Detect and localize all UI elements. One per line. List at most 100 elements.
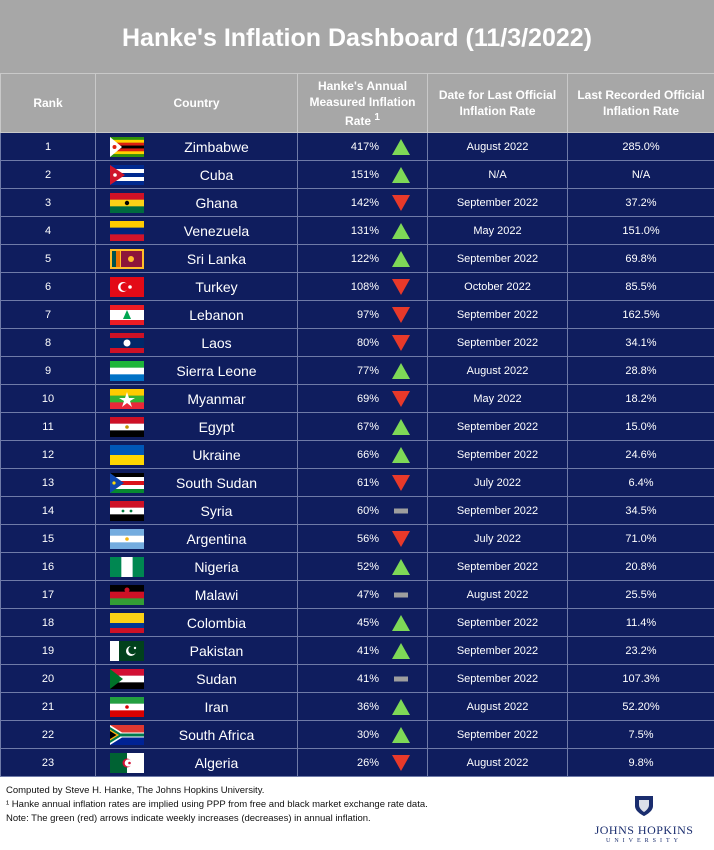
table-row: 10 Myanmar 69% May 2022 18.2%: [0, 384, 714, 413]
table-row: 2 Cuba 151% N/A N/A: [0, 160, 714, 189]
country-cell-inner: Sudan: [97, 666, 297, 692]
flag-pakistan-icon: [110, 640, 144, 661]
country-cell: Venezuela: [95, 216, 298, 245]
header-country: Country: [95, 73, 298, 133]
official-rate-cell: 11.4%: [567, 608, 714, 637]
date-cell: September 2022: [427, 300, 568, 329]
table-body: 1 Zimbabwe 417% August 2022 285.0% 2 Cuba 151% N…: [0, 132, 714, 777]
official-rate-cell: 24.6%: [567, 440, 714, 469]
hanke-rate-inner: 97%: [299, 302, 427, 328]
hanke-rate-inner: 61%: [299, 470, 427, 496]
footnote-credit: Computed by Steve H. Hanke, The Johns Ho…: [6, 785, 265, 796]
jhu-logo: JOHNS HOPKINS UNIVERSITY: [594, 794, 694, 844]
table-row: 6 Turkey 108% October 2022 85.5%: [0, 272, 714, 301]
table-row: 20 Sudan 41% September 2022 107.3%: [0, 664, 714, 693]
flag-southsudan-icon: [110, 472, 144, 493]
date-cell: September 2022: [427, 328, 568, 357]
official-rate-cell: 151.0%: [567, 216, 714, 245]
hanke-rate-cell: 108%: [297, 272, 428, 301]
hanke-rate-cell: 77%: [297, 356, 428, 385]
header-hanke-rate-text: Hanke's Annual Measured Inflation Rate: [309, 78, 416, 128]
arrow-up-icon: [391, 250, 411, 268]
official-rate-cell: 34.1%: [567, 328, 714, 357]
table-row: 14 Syria 60% September 2022 34.5%: [0, 496, 714, 525]
table-row: 21 Iran 36% August 2022 52.20%: [0, 692, 714, 721]
date-cell: September 2022: [427, 496, 568, 525]
dash-icon: [391, 502, 411, 520]
country-cell-inner: Laos: [97, 330, 297, 356]
country-cell: Lebanon: [95, 300, 298, 329]
dashboard-title: Hanke's Inflation Dashboard (11/3/2022): [0, 0, 714, 73]
country-name: Algeria: [194, 754, 239, 771]
hanke-rate-value: 41%: [356, 672, 379, 685]
rank-cell: 5: [0, 244, 96, 273]
hanke-rate-value: 56%: [356, 532, 379, 545]
rank-cell: 10: [0, 384, 96, 413]
country-name: Colombia: [186, 614, 247, 631]
arrow-up-icon: [391, 446, 411, 464]
country-cell: Zimbabwe: [95, 132, 298, 161]
hanke-rate-cell: 67%: [297, 412, 428, 441]
rank-cell: 6: [0, 272, 96, 301]
country-cell-inner: South Africa: [97, 722, 297, 748]
hanke-rate-inner: 122%: [299, 246, 427, 272]
official-rate-cell: 285.0%: [567, 132, 714, 161]
table-row: 11 Egypt 67% September 2022 15.0%: [0, 412, 714, 441]
arrow-up-icon: [391, 166, 411, 184]
date-cell: August 2022: [427, 356, 568, 385]
hanke-rate-inner: 66%: [299, 442, 427, 468]
hanke-rate-cell: 131%: [297, 216, 428, 245]
arrow-down-icon: [391, 530, 411, 548]
table-row: 3 Ghana 142% September 2022 37.2%: [0, 188, 714, 217]
rank-cell: 20: [0, 664, 96, 693]
date-cell: September 2022: [427, 440, 568, 469]
official-rate-cell: 20.8%: [567, 552, 714, 581]
country-cell: Sierra Leone: [95, 356, 298, 385]
country-name: Sierra Leone: [176, 362, 257, 379]
hanke-rate-value: 69%: [356, 392, 379, 405]
country-cell-inner: Turkey: [97, 274, 297, 300]
flag-sierraleone-icon: [110, 360, 144, 381]
country-name: Ukraine: [192, 446, 241, 463]
hanke-rate-value: 80%: [356, 336, 379, 349]
flag-syria-icon: [110, 500, 144, 521]
country-cell-inner: Iran: [97, 694, 297, 720]
hanke-rate-value: 77%: [356, 364, 379, 377]
country-name: Turkey: [195, 278, 238, 295]
country-cell: Pakistan: [95, 636, 298, 665]
rank-cell: 13: [0, 468, 96, 497]
hanke-rate-cell: 30%: [297, 720, 428, 749]
country-cell-inner: Myanmar: [97, 386, 297, 412]
rank-cell: 12: [0, 440, 96, 469]
flag-lebanon-icon: [110, 304, 144, 325]
rank-cell: 16: [0, 552, 96, 581]
arrow-up-icon: [391, 362, 411, 380]
country-cell-inner: Algeria: [97, 750, 297, 776]
header-row: Rank Country Hanke's Annual Measured Inf…: [0, 73, 714, 133]
flag-srilanka-icon: [110, 248, 144, 269]
hanke-rate-value: 97%: [356, 308, 379, 321]
country-name: South Africa: [178, 726, 255, 743]
official-rate-cell: 28.8%: [567, 356, 714, 385]
hanke-rate-value: 52%: [356, 560, 379, 573]
hanke-rate-inner: 56%: [299, 526, 427, 552]
country-cell: Colombia: [95, 608, 298, 637]
country-cell: Ukraine: [95, 440, 298, 469]
date-cell: October 2022: [427, 272, 568, 301]
hanke-rate-inner: 131%: [299, 218, 427, 244]
official-rate-cell: 52.20%: [567, 692, 714, 721]
country-cell-inner: Cuba: [97, 162, 297, 188]
flag-ukraine-icon: [110, 444, 144, 465]
hanke-rate-cell: 56%: [297, 524, 428, 553]
hanke-rate-value: 41%: [356, 644, 379, 657]
hanke-rate-value: 45%: [356, 616, 379, 629]
date-cell: September 2022: [427, 188, 568, 217]
hanke-rate-inner: 80%: [299, 330, 427, 356]
hanke-rate-inner: 45%: [299, 610, 427, 636]
flag-malawi-icon: [110, 584, 144, 605]
arrow-down-icon: [391, 334, 411, 352]
table-row: 18 Colombia 45% September 2022 11.4%: [0, 608, 714, 637]
country-cell-inner: Sierra Leone: [97, 358, 297, 384]
rank-cell: 4: [0, 216, 96, 245]
official-rate-cell: 162.5%: [567, 300, 714, 329]
